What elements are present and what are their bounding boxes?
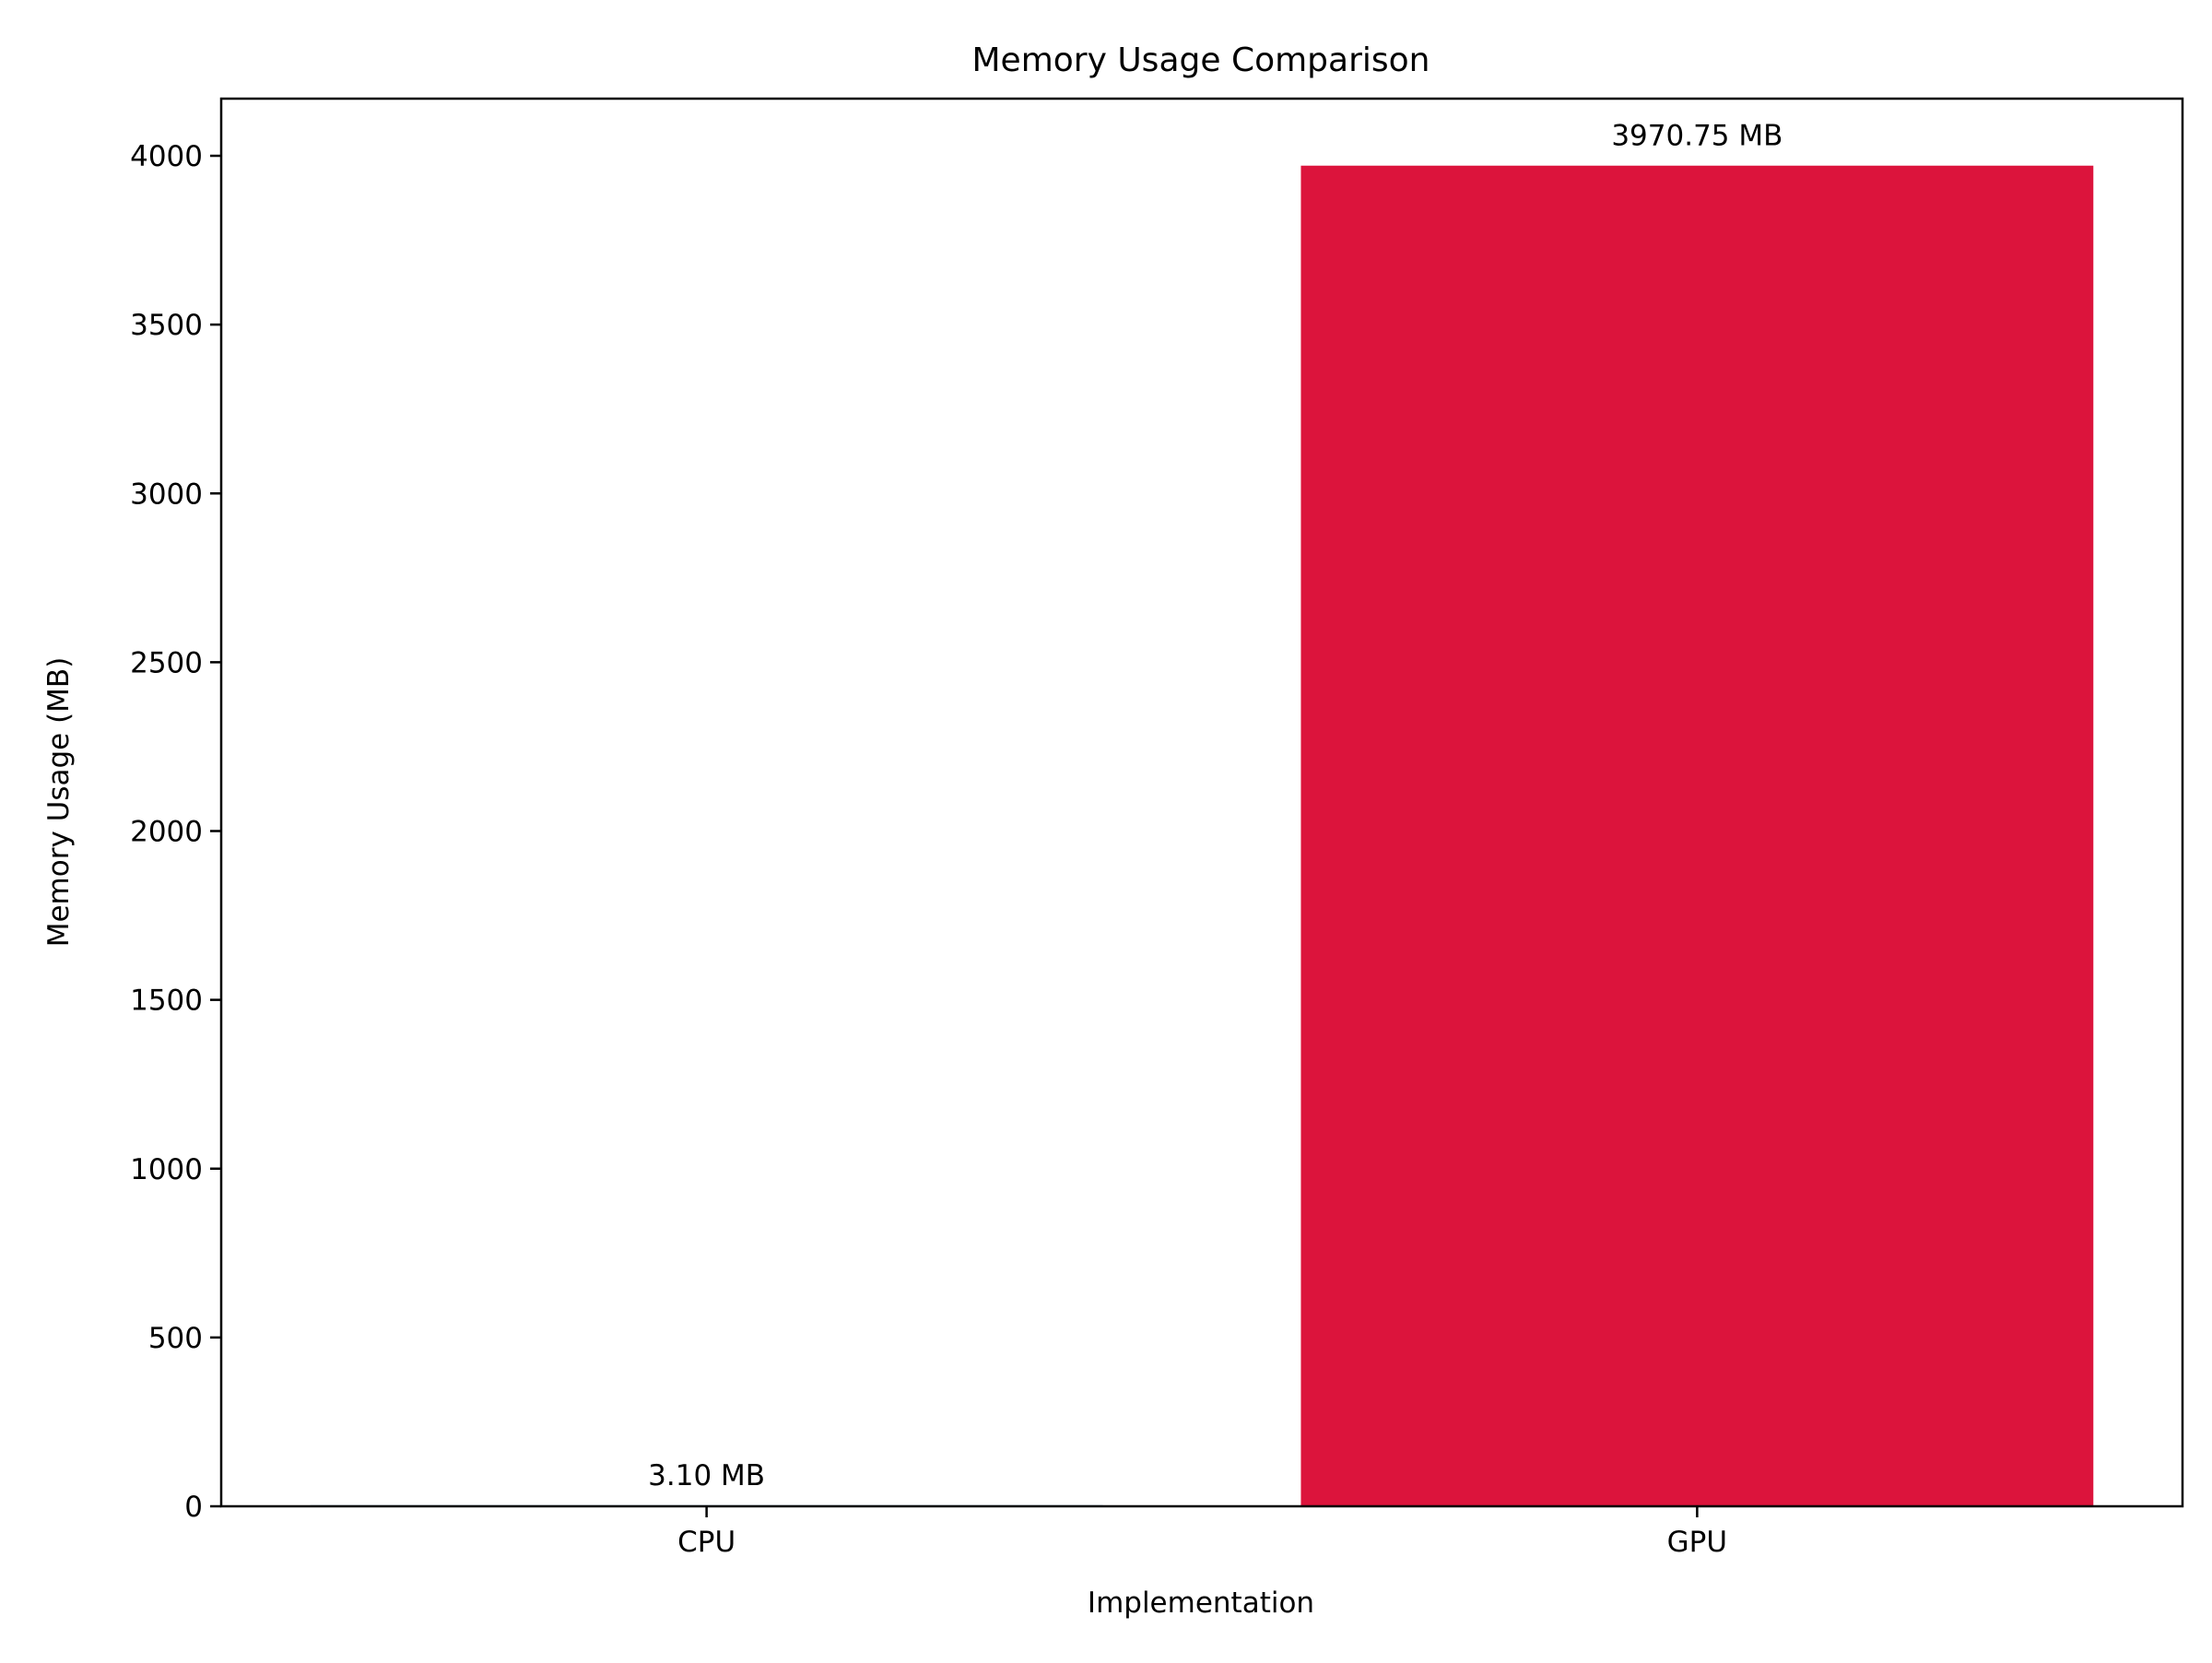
y-tick-label: 2500: [130, 646, 203, 679]
bar-value-labels: 3.10 MB 3970.75 MB: [648, 120, 1783, 1492]
bar-gpu: [1300, 165, 2094, 1507]
x-axis-label: Implementation: [1088, 1586, 1314, 1620]
bar-value-label-cpu: 3.10 MB: [648, 1459, 765, 1492]
chart-title: Memory Usage Comparison: [971, 41, 1430, 79]
x-tick-label-cpu: CPU: [677, 1526, 735, 1559]
y-tick-label: 1500: [130, 985, 203, 1018]
y-tick-label: 1000: [130, 1153, 203, 1186]
bars: [310, 165, 2094, 1507]
y-tick-label: 4000: [130, 140, 203, 173]
x-axis-ticks: CPU GPU: [677, 1506, 1727, 1559]
y-tick-label: 0: [184, 1491, 203, 1524]
x-tick-label-gpu: GPU: [1667, 1526, 1727, 1559]
y-tick-label: 3500: [130, 309, 203, 342]
y-axis-label: Memory Usage (MB): [42, 657, 76, 948]
y-tick-label: 2000: [130, 816, 203, 849]
y-axis-ticks: 0 500 1000 1500 2000 2500 3000 3500 4000: [130, 140, 221, 1524]
y-tick-label: 500: [148, 1322, 203, 1355]
y-tick-label: 3000: [130, 478, 203, 511]
plot-frame: [219, 97, 2184, 1508]
bar-value-label-gpu: 3970.75 MB: [1611, 120, 1783, 153]
